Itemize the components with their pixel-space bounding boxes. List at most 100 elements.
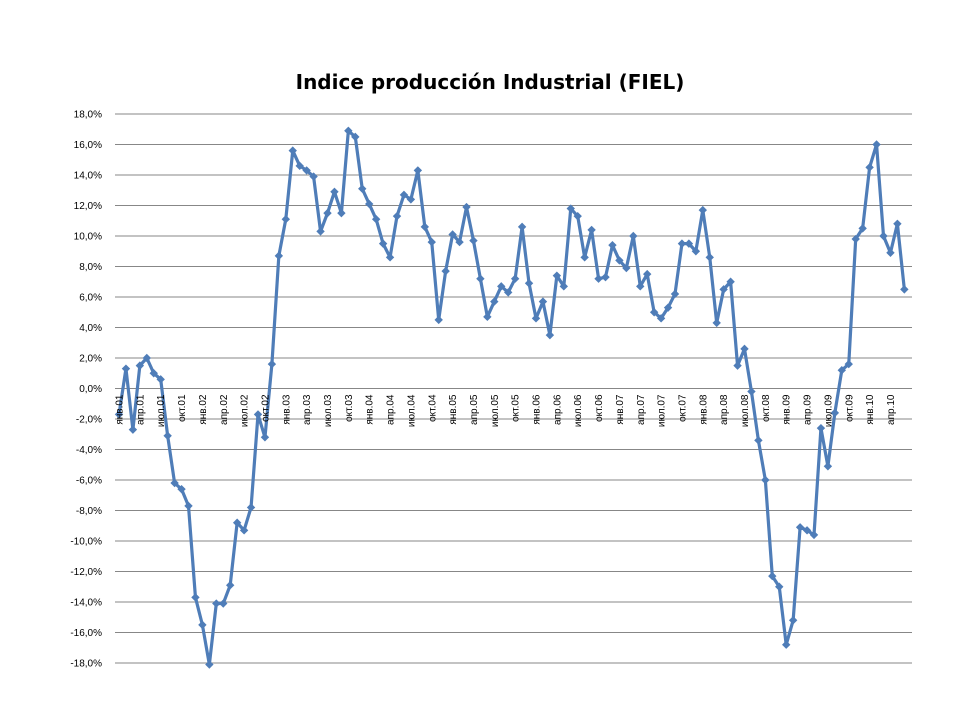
data-point-marker — [177, 484, 186, 494]
y-tick-label: 4,0% — [79, 323, 102, 334]
data-point-marker — [392, 211, 402, 221]
x-tick-label: апр.09 — [803, 394, 814, 425]
data-point-marker — [434, 315, 443, 325]
data-point-marker — [142, 353, 151, 363]
data-point-marker — [775, 582, 784, 591]
data-point-marker — [726, 277, 735, 286]
y-tick-label: 8,0% — [79, 262, 102, 273]
data-point-marker — [302, 166, 311, 175]
y-tick-label: 0,0% — [79, 384, 102, 395]
y-axis-tick-labels: 18,0% 16,0% 14,0% 12,0% 10,0% 8,0% 6,0% 4,0% 2,0… — [70, 110, 102, 670]
data-point-marker — [330, 187, 339, 196]
data-point-marker — [385, 253, 395, 262]
x-tick-label: окт.02 — [260, 394, 271, 422]
data-point-marker — [170, 478, 179, 488]
data-point-marker — [344, 126, 353, 135]
data-point-marker — [622, 263, 631, 273]
data-point-marker — [684, 239, 694, 248]
x-tick-label: окт.01 — [177, 394, 188, 422]
data-point-marker — [740, 344, 749, 354]
data-point-marker — [448, 230, 457, 239]
data-point-marker — [239, 526, 249, 535]
x-tick-label: янв.04 — [365, 394, 376, 425]
data-point-marker — [712, 318, 721, 328]
data-point-marker — [365, 199, 374, 209]
data-point-marker — [483, 312, 492, 322]
x-tick-label: июл.08 — [740, 394, 751, 427]
x-tick-label: янв.10 — [865, 394, 876, 425]
data-point-marker — [490, 297, 499, 306]
data-point-marker — [879, 231, 888, 241]
data-point-marker — [504, 288, 513, 297]
x-tick-label: июл.04 — [406, 394, 417, 427]
data-point-marker — [538, 297, 548, 306]
data-point-marker — [809, 530, 819, 540]
y-tick-label: -10,0% — [70, 537, 102, 548]
data-point-marker — [226, 581, 235, 590]
data-point-marker — [184, 501, 193, 511]
x-tick-label: июл.06 — [573, 394, 584, 427]
x-tick-label: окт.05 — [511, 394, 522, 422]
x-tick-label: окт.07 — [677, 394, 688, 422]
data-point-marker — [462, 202, 471, 212]
data-point-marker — [476, 274, 485, 283]
data-point-marker — [337, 208, 346, 218]
x-tick-label: апр.03 — [302, 394, 313, 425]
y-tick-label: -4,0% — [76, 445, 102, 456]
data-point-marker — [601, 272, 610, 282]
data-point-marker — [413, 166, 423, 175]
x-tick-label: окт.09 — [844, 394, 855, 422]
data-point-marker — [358, 184, 367, 193]
gridlines — [115, 113, 912, 664]
data-point-marker — [573, 211, 582, 221]
data-point-marker — [587, 225, 596, 235]
x-axis-tick-labels: янв.01 апр.01 июл.01 окт.01 янв.02 апр.02 июл.… — [115, 394, 897, 427]
data-point-marker — [747, 387, 756, 396]
y-tick-label: -2,0% — [76, 415, 102, 426]
y-tick-label: 10,0% — [74, 232, 102, 243]
data-point-marker — [670, 289, 680, 299]
x-tick-label: июл.09 — [823, 394, 834, 427]
x-tick-label: апр.01 — [135, 394, 146, 425]
data-point-marker — [246, 503, 256, 512]
y-tick-label: 12,0% — [74, 201, 102, 212]
data-point-marker — [594, 274, 603, 283]
data-point-marker — [795, 523, 805, 532]
x-tick-label: окт.04 — [427, 394, 438, 422]
y-tick-label: -8,0% — [76, 506, 102, 517]
data-point-marker — [802, 526, 812, 535]
x-tick-label: апр.10 — [886, 394, 897, 425]
data-point-marker — [719, 285, 728, 294]
x-tick-label: янв.03 — [281, 394, 292, 425]
data-point-marker — [663, 303, 673, 312]
data-point-marker — [608, 240, 617, 250]
x-tick-label: июл.05 — [490, 394, 501, 427]
data-point-marker — [893, 219, 902, 228]
data-point-marker — [524, 279, 534, 288]
x-tick-label: апр.08 — [719, 394, 730, 425]
data-point-marker — [469, 236, 478, 245]
data-point-marker — [114, 410, 124, 419]
x-tick-label: апр.06 — [552, 394, 563, 425]
x-tick-label: апр.07 — [636, 394, 647, 425]
data-point-marker — [830, 408, 840, 418]
data-point-marker — [288, 146, 297, 155]
x-tick-label: янв.09 — [782, 394, 793, 425]
data-point-marker — [260, 433, 270, 442]
data-point-marker — [886, 248, 895, 257]
data-point-marker — [629, 231, 638, 241]
data-point-marker — [198, 620, 207, 630]
data-point-marker — [455, 237, 464, 247]
data-point-marker — [615, 256, 624, 265]
x-tick-label: янв.08 — [698, 394, 709, 425]
data-point-marker — [128, 425, 138, 434]
x-tick-label: янв.02 — [198, 394, 209, 425]
data-point-marker — [552, 271, 562, 280]
data-point-marker — [371, 215, 381, 224]
data-point-marker — [212, 599, 221, 608]
data-point-marker — [900, 285, 909, 294]
y-tick-label: -12,0% — [70, 567, 102, 578]
data-point-marker — [309, 172, 318, 181]
data-point-marker — [580, 253, 589, 262]
